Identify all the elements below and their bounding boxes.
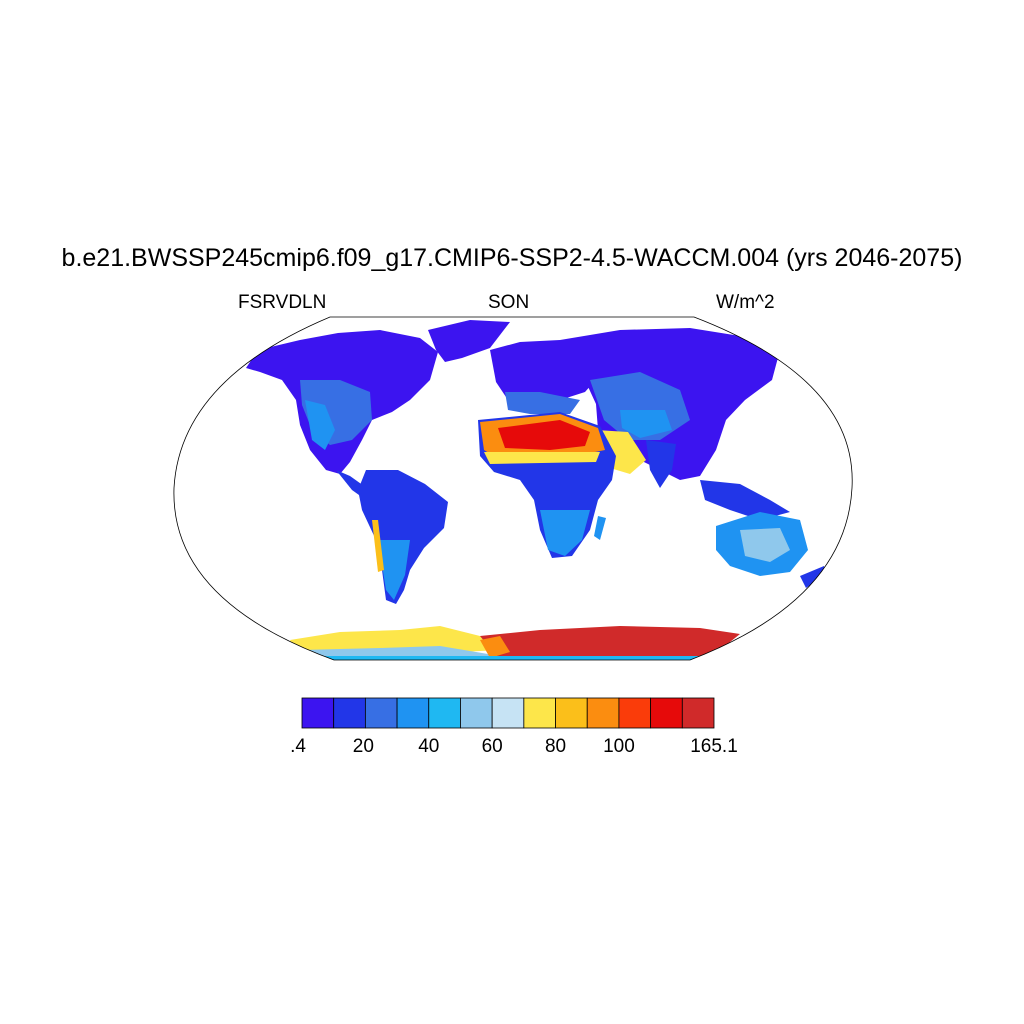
colorbar-swatch — [555, 697, 588, 729]
map-border — [173, 316, 853, 661]
colorbar-swatch — [333, 697, 366, 729]
colorbar-swatch — [523, 697, 556, 729]
southeast-asia-islands — [700, 480, 790, 520]
antarctica-east — [480, 626, 740, 660]
greenland-land — [428, 320, 510, 362]
land-field — [246, 320, 826, 660]
south-america-land — [358, 470, 448, 604]
madagascar-land — [594, 516, 606, 540]
colorbar-swatch — [396, 697, 430, 729]
colorbar-swatch — [681, 697, 715, 729]
plot-title: b.e21.BWSSP245cmip6.f09_g17.CMIP6-SSP2-4… — [61, 244, 963, 272]
colorbar-swatch — [491, 697, 525, 729]
north-america-southwest — [305, 400, 335, 450]
colorbar — [301, 697, 715, 729]
colorbar-swatch — [364, 697, 398, 729]
colorbar-label: 80 — [544, 736, 567, 757]
antarctica-coast — [480, 636, 510, 658]
southern-africa — [540, 510, 590, 556]
colorbar-label: 165.1 — [690, 736, 738, 757]
colorbar-swatch — [586, 697, 620, 729]
colorbar-label: 100 — [603, 736, 635, 757]
tibet-region — [620, 410, 672, 438]
colorbar-swatch — [618, 697, 652, 729]
sahel-band — [484, 452, 600, 464]
variable-name: FSRVDLN — [238, 292, 327, 313]
colorbar-label: 60 — [481, 736, 503, 757]
colorbar-label: .4 — [290, 736, 306, 757]
india-land — [646, 440, 676, 488]
colorbar-swatch — [428, 697, 461, 729]
colorbar-label: 40 — [418, 736, 440, 757]
colorbar-swatch — [301, 697, 335, 729]
new-zealand-land — [800, 566, 826, 588]
colorbar-swatch — [460, 697, 493, 729]
colorbar-swatch — [650, 697, 683, 729]
south-america-south — [380, 540, 410, 600]
antarctica-rim — [300, 656, 700, 660]
andes-strip — [372, 520, 384, 572]
colorbar-label: 20 — [352, 736, 374, 757]
sahara-core — [498, 420, 590, 450]
units-label: W/m^2 — [716, 292, 775, 313]
australia-interior — [740, 528, 790, 562]
season-label: SON — [488, 292, 530, 313]
europe-south — [505, 392, 580, 414]
